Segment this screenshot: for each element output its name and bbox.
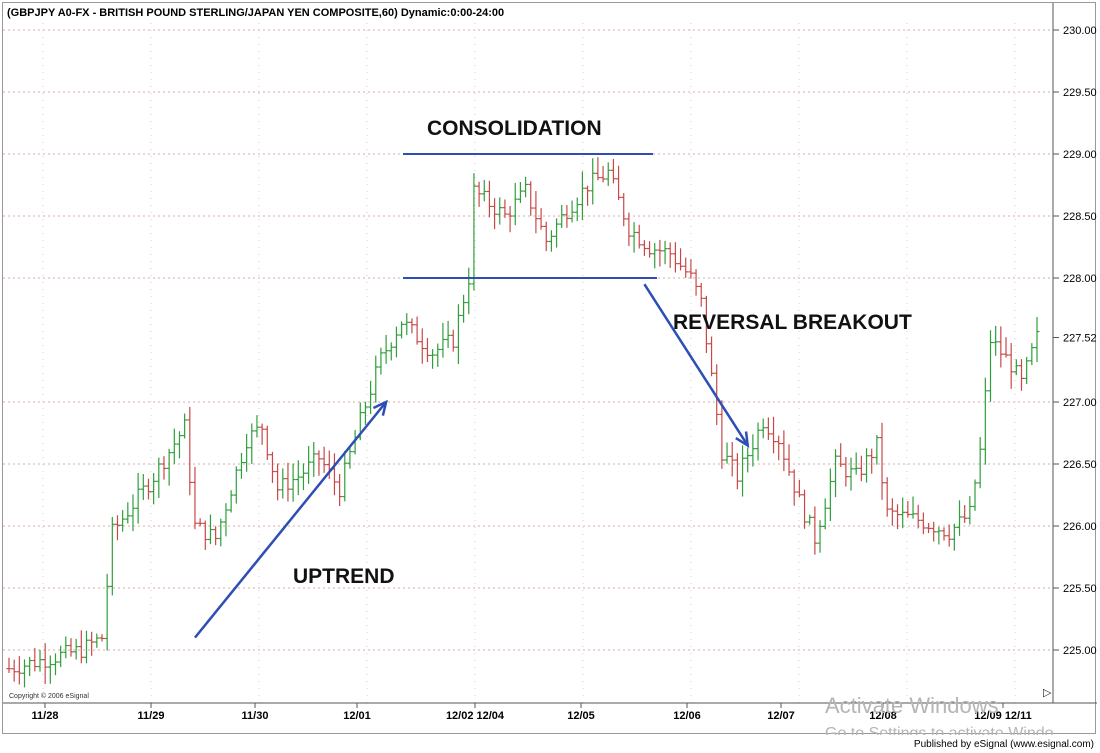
x-tick-label: 12/01 xyxy=(343,710,371,722)
chart-title: (GBPJPY A0-FX - BRITISH POUND STERLING/J… xyxy=(7,7,504,19)
x-tick-label: 12/02 12/04 xyxy=(446,710,505,722)
y-tick-label: 228.00 xyxy=(1063,273,1097,285)
trend-arrows xyxy=(193,283,750,639)
watermark-line-2: Go to Settings to activate Windo xyxy=(825,725,1054,735)
x-tick-label: 12/06 xyxy=(673,710,701,722)
y-tick-label: 226.50 xyxy=(1063,459,1097,471)
x-tick-label: 12/08 xyxy=(869,710,897,722)
annotation-reversal-breakout: REVERSAL BREAKOUT xyxy=(673,311,912,334)
y-tick-label: 230.00 xyxy=(1063,25,1097,37)
reversal-arrow-head xyxy=(735,431,750,448)
y-axis: 230.00 229.50 229.00 228.50 228.00 227.52 227.… xyxy=(1053,25,1097,657)
consolidation-channel xyxy=(403,153,657,279)
x-tick-label: 12/05 xyxy=(567,710,595,722)
annotation-uptrend: UPTREND xyxy=(293,565,395,588)
y-tick-label: 225.50 xyxy=(1063,583,1097,595)
uptrend-arrow-head xyxy=(372,399,388,416)
copyright-text: Copyright © 2006 eSignal xyxy=(9,692,89,700)
annotation-consolidation: CONSOLIDATION xyxy=(427,117,602,140)
y-tick-label: 228.50 xyxy=(1063,211,1097,223)
y-tick-label: 225.00 xyxy=(1063,645,1097,657)
reversal-arrow xyxy=(643,283,749,447)
x-tick-label: 11/30 xyxy=(242,710,269,722)
y-tick-label: 227.52 xyxy=(1063,333,1097,345)
published-by-text: Published by eSignal (www.esignal.com) xyxy=(913,739,1094,750)
x-tick-label: 12/09 12/11 xyxy=(974,710,1032,722)
watermark-line-1: Activate Windows xyxy=(825,693,999,718)
x-tick-label: 12/07 xyxy=(767,710,795,722)
chart-frame: 230.00 229.50 229.00 228.50 228.00 227.52 227.… xyxy=(2,2,1097,735)
x-tick-label: 11/29 xyxy=(138,710,165,722)
x-tick-label: 11/28 xyxy=(32,710,59,722)
y-tick-label: 227.00 xyxy=(1063,397,1097,409)
uptrend-arrow xyxy=(193,401,388,639)
y-tick-label: 229.50 xyxy=(1063,87,1097,99)
y-tick-label: 229.00 xyxy=(1063,149,1097,161)
y-tick-label: 226.00 xyxy=(1063,521,1097,533)
scroll-right-icon[interactable]: ▷ xyxy=(1043,687,1052,699)
price-chart[interactable]: 230.00 229.50 229.00 228.50 228.00 227.52 227.… xyxy=(3,3,1097,735)
x-axis: 11/28 11/29 11/30 12/01 12/02 12/04 12/05 12/0… xyxy=(32,703,1032,722)
price-bars xyxy=(6,157,1040,688)
